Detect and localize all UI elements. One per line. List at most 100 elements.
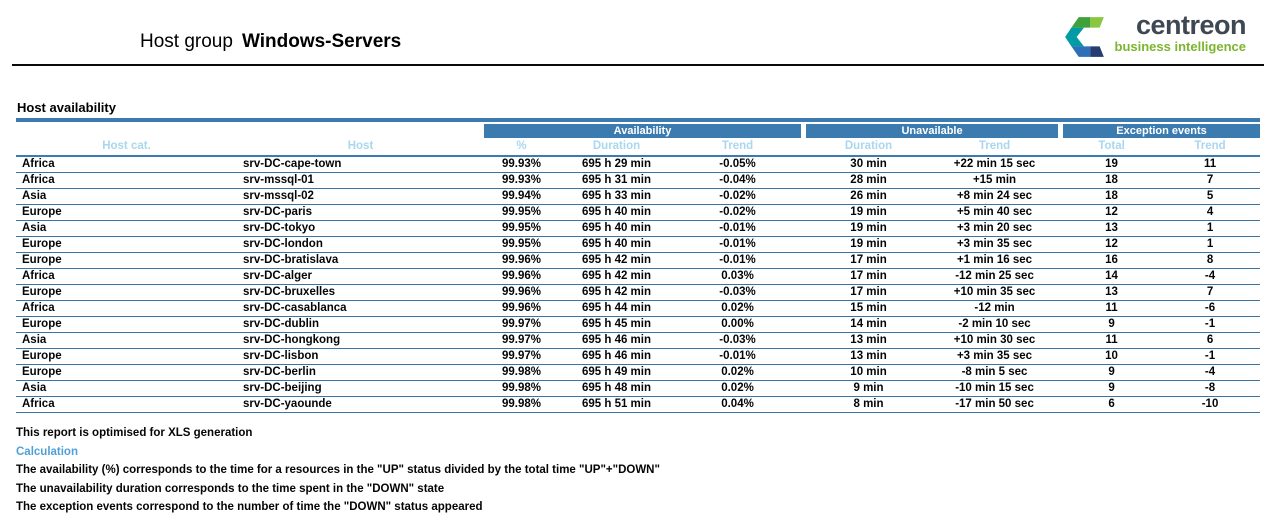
cell-exception-total: 19 bbox=[1063, 156, 1161, 173]
cell-host: srv-mssql-02 bbox=[237, 188, 484, 205]
cell-exception-total: 14 bbox=[1063, 268, 1161, 285]
cell-host-cat: Africa bbox=[16, 172, 237, 189]
cell-unavailable-trend: +3 min 20 sec bbox=[931, 220, 1059, 237]
column-gap bbox=[1058, 364, 1064, 381]
cell-availability-percent: 99.98% bbox=[484, 380, 559, 397]
cell-availability-trend: -0.01% bbox=[674, 236, 802, 253]
column-gap bbox=[801, 220, 807, 237]
cell-exception-total: 11 bbox=[1063, 332, 1161, 349]
cell-availability-trend: 0.00% bbox=[674, 316, 802, 333]
cell-availability-percent: 99.96% bbox=[484, 300, 559, 317]
cell-availability-percent: 99.96% bbox=[484, 252, 559, 269]
cell-host: srv-DC-bratislava bbox=[237, 252, 484, 269]
table-row: Europe srv-DC-berlin 99.98% 695 h 49 min 0.0… bbox=[16, 364, 1261, 381]
cell-host-cat: Europe bbox=[16, 316, 237, 333]
calculation-note-unavailability: The unavailability duration corresponds … bbox=[16, 482, 445, 495]
table-row: Africa srv-mssql-01 99.93% 695 h 31 min -0.0… bbox=[16, 172, 1261, 189]
cell-exception-trend: 7 bbox=[1160, 172, 1261, 189]
cell-exception-trend: 4 bbox=[1160, 204, 1261, 221]
col-header-unavailable-trend: Trend bbox=[931, 138, 1059, 157]
cell-exception-total: 12 bbox=[1063, 236, 1161, 253]
cell-host: srv-DC-tokyo bbox=[237, 220, 484, 237]
table-group-header-row: Availability Unavailable Exception event… bbox=[16, 124, 1261, 138]
cell-unavailable-trend: +5 min 40 sec bbox=[931, 204, 1059, 221]
calculation-note-exception-events: The exception events correspond to the n… bbox=[16, 501, 483, 513]
column-gap bbox=[801, 348, 807, 365]
cell-exception-total: 9 bbox=[1063, 316, 1161, 333]
cell-exception-trend: -8 bbox=[1160, 380, 1261, 397]
cell-availability-trend: -0.01% bbox=[674, 348, 802, 365]
cell-availability-percent: 99.97% bbox=[484, 348, 559, 365]
column-gap bbox=[801, 284, 807, 301]
cell-exception-trend: 7 bbox=[1160, 284, 1261, 301]
cell-host-cat: Asia bbox=[16, 188, 237, 205]
cell-unavailable-duration: 15 min bbox=[806, 300, 932, 317]
cell-host: srv-DC-beijing bbox=[237, 380, 484, 397]
column-gap bbox=[801, 124, 807, 138]
column-gap bbox=[801, 204, 807, 221]
cell-exception-trend: 1 bbox=[1160, 220, 1261, 237]
cell-availability-duration: 695 h 42 min bbox=[559, 252, 674, 269]
cell-availability-trend: 0.04% bbox=[674, 396, 802, 413]
cell-availability-percent: 99.93% bbox=[484, 156, 559, 173]
cell-host-cat: Africa bbox=[16, 300, 237, 317]
col-header-unavailable-duration: Duration bbox=[806, 138, 932, 157]
cell-host: srv-DC-casablanca bbox=[237, 300, 484, 317]
section-title-underline bbox=[16, 118, 1260, 122]
cell-host-cat: Europe bbox=[16, 236, 237, 253]
cell-availability-duration: 695 h 40 min bbox=[559, 204, 674, 221]
host-availability-section: Host availability Availability Unavailab… bbox=[16, 101, 1261, 413]
report-notes: This report is optimised for XLS generat… bbox=[16, 427, 1260, 520]
cell-availability-percent: 99.93% bbox=[484, 172, 559, 189]
cell-availability-trend: -0.02% bbox=[674, 204, 802, 221]
cell-unavailable-duration: 28 min bbox=[806, 172, 932, 189]
col-header-availability-percent: % bbox=[484, 138, 559, 157]
cell-exception-trend: -10 bbox=[1160, 396, 1261, 413]
table-row: Asia srv-DC-tokyo 99.95% 695 h 40 min -0.01%… bbox=[16, 220, 1261, 237]
cell-host-cat: Europe bbox=[16, 284, 237, 301]
cell-availability-trend: -0.04% bbox=[674, 172, 802, 189]
cell-unavailable-trend: +3 min 35 sec bbox=[931, 348, 1059, 365]
table-row: Africa srv-DC-alger 99.96% 695 h 42 min 0.03… bbox=[16, 268, 1261, 285]
cell-unavailable-trend: -17 min 50 sec bbox=[931, 396, 1059, 413]
column-gap bbox=[1058, 156, 1064, 173]
column-gap bbox=[801, 156, 807, 173]
group-header-availability: Availability bbox=[484, 124, 802, 138]
cell-unavailable-duration: 19 min bbox=[806, 204, 932, 221]
cell-host-cat: Europe bbox=[16, 348, 237, 365]
xls-note: This report is optimised for XLS generat… bbox=[16, 427, 253, 439]
cell-unavailable-trend: +3 min 35 sec bbox=[931, 236, 1059, 253]
cell-exception-total: 9 bbox=[1063, 380, 1161, 397]
cell-host-cat: Asia bbox=[16, 220, 237, 237]
table-row: Africa srv-DC-yaounde 99.98% 695 h 51 min 0.… bbox=[16, 396, 1261, 413]
cell-host: srv-DC-alger bbox=[237, 268, 484, 285]
cell-availability-duration: 695 h 44 min bbox=[559, 300, 674, 317]
column-gap bbox=[1058, 332, 1064, 349]
cell-unavailable-duration: 17 min bbox=[806, 268, 932, 285]
cell-availability-trend: 0.02% bbox=[674, 380, 802, 397]
column-gap bbox=[801, 316, 807, 333]
cell-exception-total: 18 bbox=[1063, 172, 1161, 189]
cell-host-cat: Africa bbox=[16, 156, 237, 173]
cell-availability-duration: 695 h 33 min bbox=[559, 188, 674, 205]
cell-host: srv-DC-dublin bbox=[237, 316, 484, 333]
cell-host: srv-DC-lisbon bbox=[237, 348, 484, 365]
cell-availability-trend: -0.03% bbox=[674, 332, 802, 349]
cell-unavailable-trend: -2 min 10 sec bbox=[931, 316, 1059, 333]
column-gap bbox=[801, 396, 807, 413]
cell-availability-trend: -0.02% bbox=[674, 188, 802, 205]
column-gap bbox=[801, 236, 807, 253]
centreon-logo: centreon business intelligence bbox=[1062, 12, 1247, 60]
column-gap bbox=[801, 188, 807, 205]
cell-availability-duration: 695 h 29 min bbox=[559, 156, 674, 173]
cell-availability-duration: 695 h 46 min bbox=[559, 348, 674, 365]
cell-host: srv-DC-cape-town bbox=[237, 156, 484, 173]
cell-exception-trend: -1 bbox=[1160, 316, 1261, 333]
table-column-header-row: Host cat. Host % Duration Trend Duration… bbox=[16, 138, 1261, 157]
cell-unavailable-duration: 9 min bbox=[806, 380, 932, 397]
column-gap bbox=[801, 252, 807, 269]
column-gap bbox=[1058, 252, 1064, 269]
cell-unavailable-trend: +8 min 24 sec bbox=[931, 188, 1059, 205]
cell-availability-trend: -0.01% bbox=[674, 252, 802, 269]
cell-unavailable-duration: 17 min bbox=[806, 252, 932, 269]
